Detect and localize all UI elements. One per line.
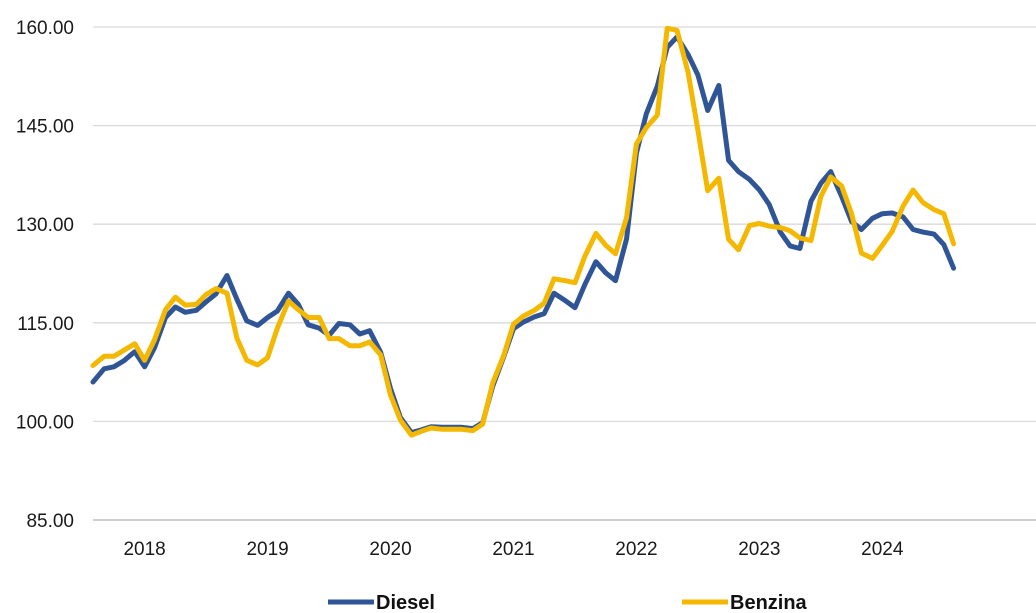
series-line-diesel <box>90 34 957 436</box>
x-tick-label: 2019 <box>246 539 288 560</box>
legend-label-diesel: Diesel <box>376 592 435 613</box>
x-tick-label: 2022 <box>615 539 657 560</box>
x-tick-label: 2023 <box>738 539 780 560</box>
y-axis-ticks: 85.00 100.00 115.00 130.00 145.00 160.00 <box>16 18 74 532</box>
grid-lines <box>93 26 1036 521</box>
y-tick-label: 160.00 <box>16 18 74 39</box>
y-tick-label: 115.00 <box>17 314 74 335</box>
y-tick-label: 85.00 <box>26 511 74 532</box>
x-tick-label: 2021 <box>492 539 534 560</box>
y-tick-label: 145.00 <box>16 117 74 138</box>
x-tick-label: 2024 <box>861 539 904 560</box>
legend-label-benzina: Benzina <box>730 592 808 613</box>
series-line-benzina <box>90 25 957 438</box>
y-tick-label: 130.00 <box>16 215 74 236</box>
series-lines <box>90 25 957 438</box>
x-tick-label: 2020 <box>369 539 411 560</box>
x-tick-label: 2018 <box>123 539 165 560</box>
legend: Diesel Benzina <box>328 592 808 613</box>
y-tick-label: 100.00 <box>16 412 74 433</box>
x-axis-ticks: 2018 2019 2020 2021 2022 2023 2024 <box>123 539 903 560</box>
